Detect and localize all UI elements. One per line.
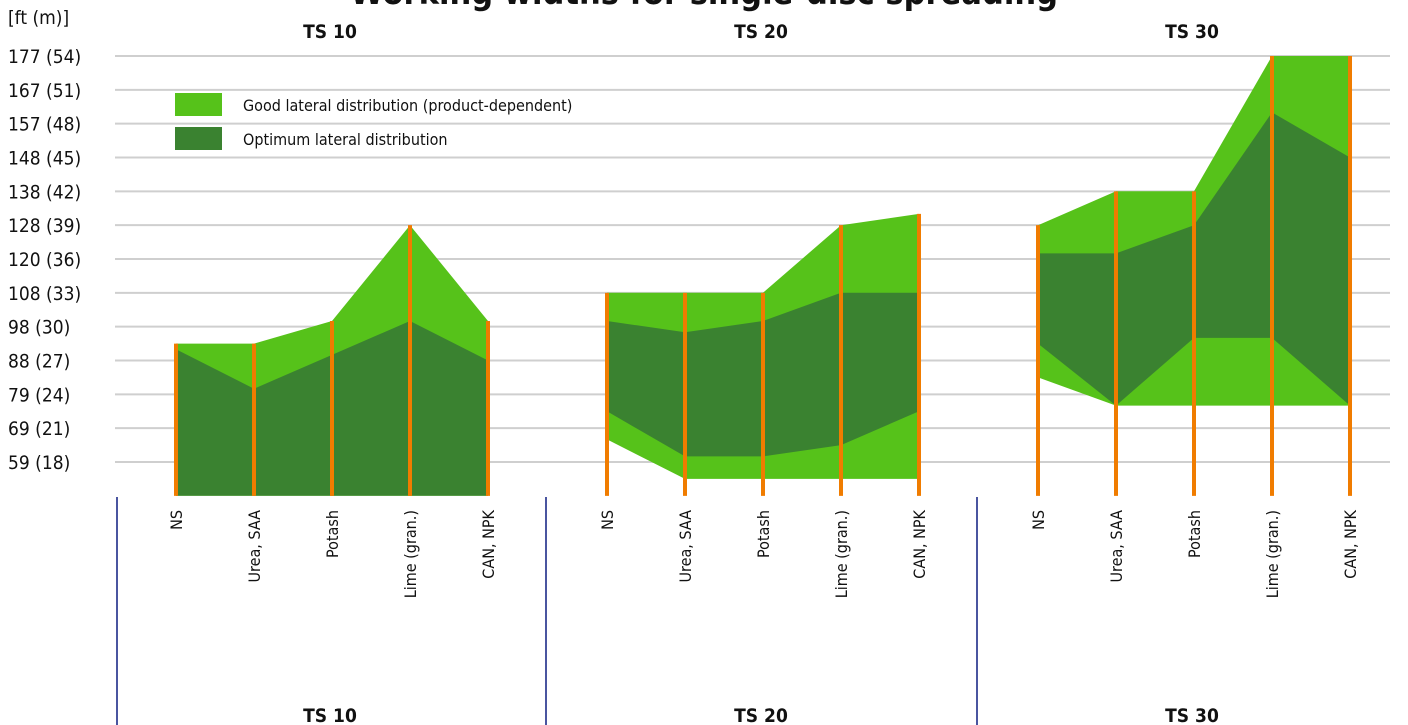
category-label: Potash <box>754 510 773 558</box>
legend: Good lateral distribution (product-depen… <box>175 93 572 150</box>
category-label: NS <box>598 510 617 530</box>
category-label: Urea, SAA <box>1107 510 1126 583</box>
group-label: TS 20 <box>734 705 788 725</box>
y-tick-label: 79 (24) <box>8 384 70 406</box>
marker-layer <box>174 56 1352 496</box>
y-tick-label: 167 (51) <box>8 80 81 102</box>
chart-title: Working widths for single-disc spreading <box>350 0 1058 13</box>
category-label: Potash <box>1185 510 1204 558</box>
legend-swatch-optimum <box>175 127 222 150</box>
y-tick-label: 98 (30) <box>8 317 70 339</box>
category-label: CAN, NPK <box>1341 509 1360 578</box>
y-tick-label: 177 (54) <box>8 46 81 68</box>
y-tick-label: 59 (18) <box>8 452 70 474</box>
label-layer: 59 (18) 69 (21) 79 (24) 88 (27) 98 (30) 108 (… <box>8 21 1360 725</box>
y-tick-label: 69 (21) <box>8 418 70 440</box>
category-label: NS <box>1029 510 1048 530</box>
legend-swatch-good <box>175 93 222 116</box>
y-unit-label: [ft (m)] <box>8 7 69 29</box>
legend-label-optimum: Optimum lateral distribution <box>243 130 448 149</box>
panel-title: TS 30 <box>1165 21 1219 43</box>
category-label: CAN, NPK <box>910 509 929 578</box>
y-tick-label: 157 (48) <box>8 114 81 136</box>
legend-label-good: Good lateral distribution (product-depen… <box>243 96 572 115</box>
category-label: Urea, SAA <box>245 510 264 583</box>
category-label: Lime (gran.) <box>832 510 851 598</box>
group-label: TS 30 <box>1165 705 1219 725</box>
group-label: TS 10 <box>303 705 357 725</box>
panel-title: TS 20 <box>734 21 788 43</box>
category-label: NS <box>167 510 186 530</box>
category-label: CAN, NPK <box>479 509 498 578</box>
category-label: Lime (gran.) <box>401 510 420 598</box>
category-label: Potash <box>323 510 342 558</box>
category-label: Lime (gran.) <box>1263 510 1282 598</box>
panel-title: TS 10 <box>303 21 357 43</box>
category-label: Urea, SAA <box>676 510 695 583</box>
y-tick-label: 120 (36) <box>8 249 81 271</box>
y-tick-label: 128 (39) <box>8 215 81 237</box>
y-tick-label: 138 (42) <box>8 181 81 203</box>
y-tick-label: 88 (27) <box>8 351 70 373</box>
y-tick-label: 108 (33) <box>8 283 81 305</box>
y-tick-label: 148 (45) <box>8 148 81 170</box>
